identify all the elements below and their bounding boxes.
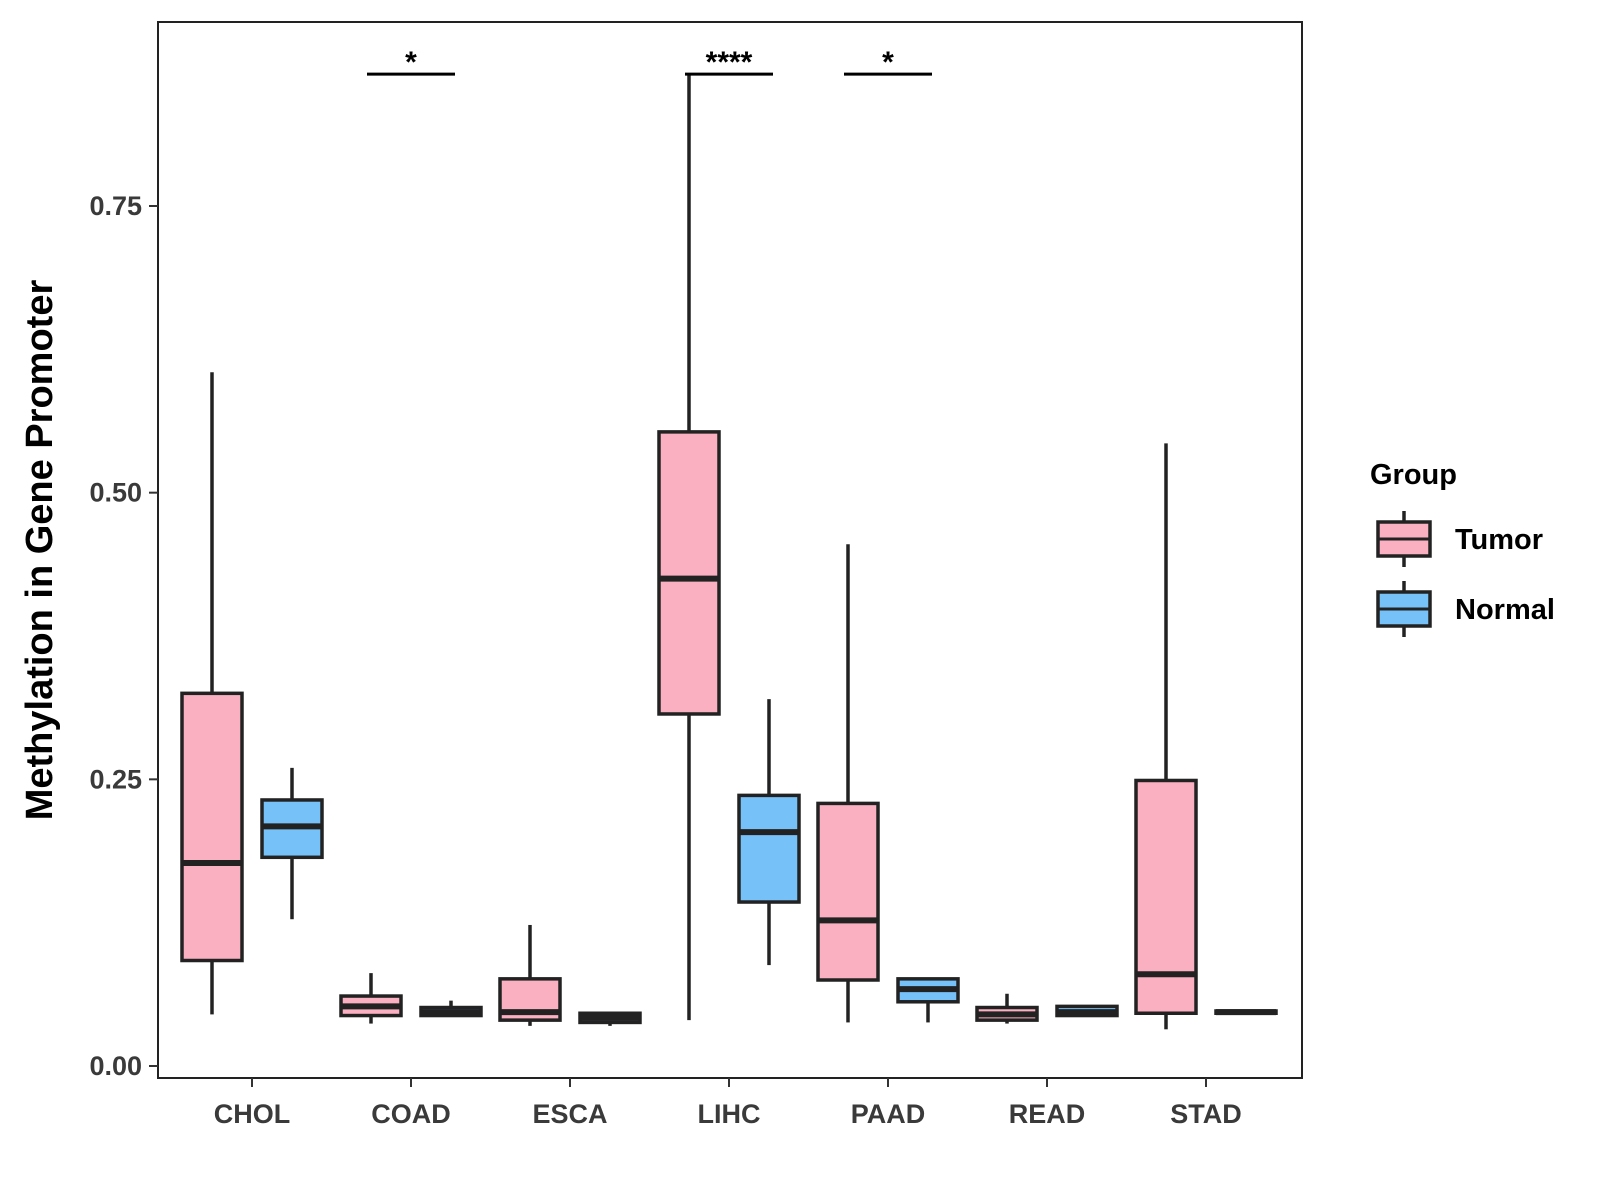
legend-item-tumor: Tumor <box>1376 511 1543 567</box>
box-normal-esca <box>578 1011 642 1026</box>
box-body <box>737 793 801 904</box>
y-tick-label: 0.25 <box>89 764 142 794</box>
x-tick-label-lihc: LIHC <box>698 1099 761 1129</box>
box-normal-read <box>1055 1004 1119 1018</box>
y-axis: 0.00 0.25 0.50 0.75 <box>89 191 158 1081</box>
x-tick-label-stad: STAD <box>1170 1099 1242 1129</box>
significance-lihc: **** <box>685 46 773 79</box>
box-tumor-coad <box>339 973 403 1024</box>
x-tick-label-read: READ <box>1009 1099 1086 1129</box>
box-normal-coad <box>419 1000 483 1018</box>
y-axis-title: Methylation in Gene Promoter <box>19 280 61 821</box>
box-body <box>1134 778 1198 1016</box>
significance-layer: * **** * <box>367 46 932 79</box>
significance-label: **** <box>706 46 753 79</box>
box-tumor-read <box>975 993 1039 1024</box>
x-tick-label-coad: COAD <box>371 1099 451 1129</box>
box-tumor-esca <box>498 924 562 1026</box>
x-tick-label-esca: ESCA <box>532 1099 607 1129</box>
significance-label: * <box>405 46 417 79</box>
box-tumor-paad <box>816 544 880 1023</box>
x-tick-label-paad: PAAD <box>851 1099 926 1129</box>
legend-title: Group <box>1370 459 1457 491</box>
box-tumor-lihc <box>657 74 721 1021</box>
y-tick-label: 0.00 <box>89 1051 142 1081</box>
legend: Group Tumor Normal <box>1370 459 1555 637</box>
box-layer <box>180 74 1278 1030</box>
box-body <box>816 801 880 982</box>
box-body <box>657 430 721 716</box>
box-normal-stad <box>1214 1009 1278 1016</box>
y-tick-label: 0.75 <box>89 191 142 221</box>
box-body <box>180 691 244 963</box>
x-axis: CHOL COAD ESCA LIHC PAAD READ STAD <box>214 1078 1242 1129</box>
box-tumor-stad <box>1134 443 1198 1030</box>
y-tick-label: 0.50 <box>89 478 142 508</box>
box-normal-lihc <box>737 699 801 966</box>
significance-label: * <box>882 46 894 79</box>
significance-coad: * <box>367 46 455 79</box>
box-normal-paad <box>896 977 960 1023</box>
box-tumor-chol <box>180 372 244 1015</box>
box-normal-chol <box>260 767 324 920</box>
legend-label-normal: Normal <box>1455 594 1555 626</box>
legend-item-normal: Normal <box>1376 581 1555 637</box>
x-tick-label-chol: CHOL <box>214 1099 291 1129</box>
legend-label-tumor: Tumor <box>1455 524 1543 556</box>
significance-paad: * <box>844 46 932 79</box>
plot-panel <box>157 21 1303 1079</box>
